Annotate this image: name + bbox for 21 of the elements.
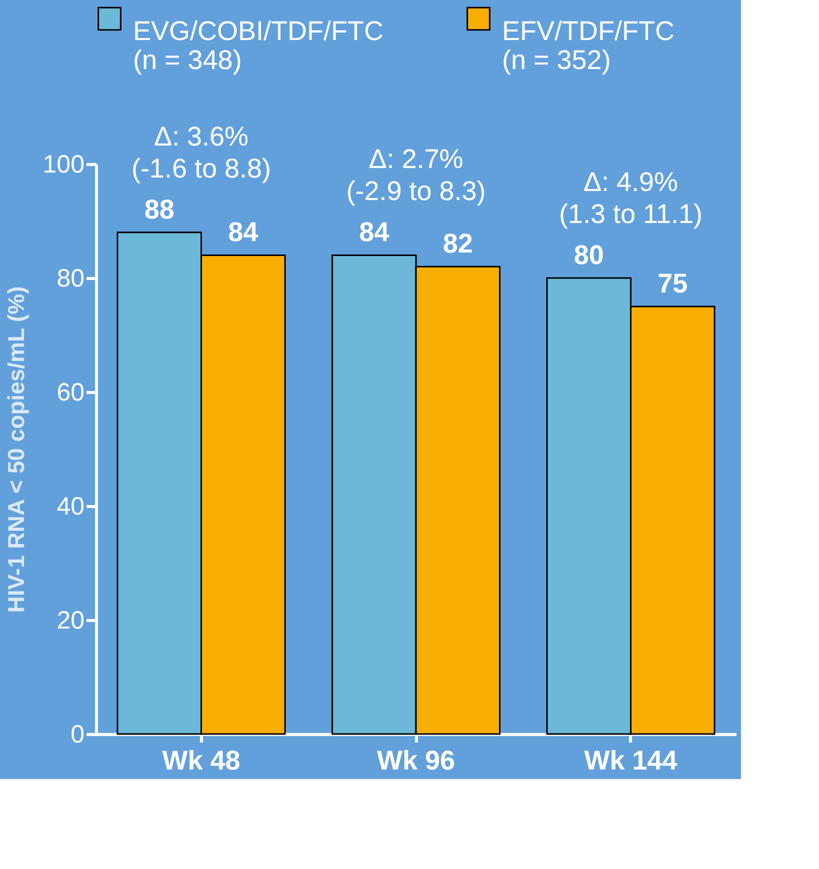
- y-tick-label: 60: [56, 378, 84, 406]
- y-tick-label: 0: [70, 720, 84, 748]
- y-tick-label: 40: [56, 492, 84, 520]
- y-tick-label: 100: [42, 150, 84, 178]
- x-tick-label: Wk 48: [162, 746, 240, 776]
- legend-label: EVG/COBI/TDF/FTC (n = 348): [133, 16, 384, 75]
- legend-label: EFV/TDF/FTC (n = 352): [502, 16, 674, 75]
- data-label: 80: [574, 240, 604, 270]
- x-tick-label: Wk 144: [584, 746, 678, 776]
- data-label: 84: [228, 217, 258, 248]
- y-tick-label: 20: [56, 606, 84, 634]
- y-tick-label: 80: [56, 264, 84, 292]
- y-axis-title: HIV-1 RNA < 50 copies/mL (%): [2, 286, 29, 613]
- annotation: Δ: 2.7% (-2.9 to 8.3): [346, 144, 486, 206]
- data-label: 75: [658, 268, 688, 298]
- data-label: 88: [144, 194, 174, 224]
- data-label: 82: [442, 228, 473, 259]
- x-tick-label: Wk 96: [376, 746, 456, 776]
- annotation: Δ: 4.9% (1.3 to 11.1): [558, 167, 703, 229]
- annotation: Δ: 3.6% (-1.6 to 8.8): [131, 121, 272, 184]
- data-label: 84: [359, 217, 390, 248]
